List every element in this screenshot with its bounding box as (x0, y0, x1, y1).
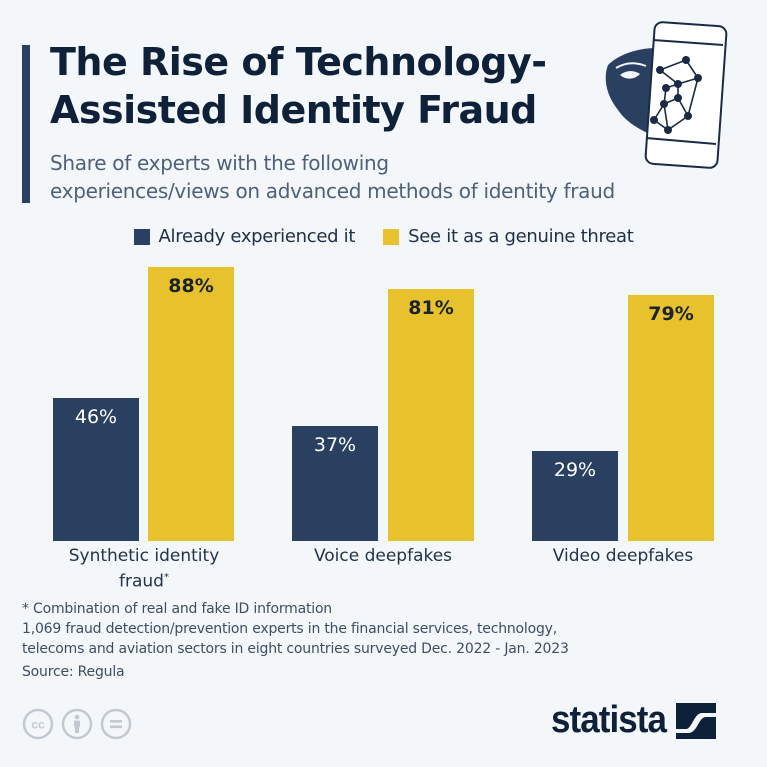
category-text: Synthetic identity (68, 546, 220, 566)
bar-synthetic-threat: 88% (148, 267, 234, 541)
cc-icon[interactable]: cc (22, 708, 54, 740)
bar-value-label: 29% (553, 459, 597, 481)
footnote-marker: * (163, 572, 169, 583)
chart-footnotes: * Combination of real and fake ID inform… (22, 599, 569, 682)
statista-logo[interactable]: statista (551, 699, 717, 742)
bar-video-threat: 79% (628, 295, 714, 541)
title-line-1: The Rise of Technology- (50, 40, 547, 84)
source-label: Source: Regula (22, 664, 125, 680)
subtitle-line-2: experiences/views on advanced methods of… (50, 179, 615, 203)
bar-video-experienced: 29% (532, 451, 618, 541)
statista-mark-icon (676, 702, 717, 739)
category-label-synthetic: Synthetic identity fraud* (44, 546, 244, 593)
attribution-icon[interactable] (61, 708, 93, 740)
legend-item-genuine-threat: See it as a genuine threat (383, 226, 634, 247)
bar-voice-threat: 81% (388, 289, 474, 541)
subtitle-line-1: Share of experts with the following (50, 151, 389, 175)
bar-voice-experienced: 37% (292, 426, 378, 541)
legend-swatch-dark (133, 228, 150, 245)
svg-text:cc: cc (31, 718, 45, 732)
no-derivatives-icon[interactable] (100, 708, 132, 740)
chart-subtitle: Share of experts with the following expe… (50, 149, 750, 205)
license-icons: cc (22, 708, 132, 740)
footnote-asterisk: * Combination of real and fake ID inform… (22, 601, 332, 617)
survey-note-line-1: 1,069 fraud detection/prevention experts… (22, 621, 557, 637)
legend-swatch-yellow (383, 228, 400, 245)
bar-value-label: 37% (313, 434, 357, 456)
bar-value-label: 46% (74, 406, 118, 428)
mask-and-phone-face-scan-icon (598, 20, 738, 170)
legend-item-already-experienced: Already experienced it (133, 226, 356, 247)
bar-value-label: 88% (168, 275, 214, 297)
survey-note-line-2: telecoms and aviation sectors in eight c… (22, 641, 569, 657)
bar-value-label: 81% (408, 297, 454, 319)
chart-legend: Already experienced it See it as a genui… (0, 226, 767, 247)
legend-label: Already experienced it (158, 226, 356, 247)
bar-value-label: 79% (648, 303, 694, 325)
category-text: fraud (119, 571, 164, 592)
category-label-voice: Voice deepfakes (313, 546, 453, 566)
brand-wordmark: statista (551, 699, 667, 741)
category-label-video: Video deepfakes (552, 546, 694, 566)
chart-title: The Rise of Technology- Assisted Identit… (50, 38, 547, 134)
title-line-2: Assisted Identity Fraud (50, 88, 537, 132)
legend-label: See it as a genuine threat (408, 226, 634, 247)
title-accent-bar (22, 45, 30, 203)
bar-synthetic-experienced: 46% (53, 398, 139, 541)
